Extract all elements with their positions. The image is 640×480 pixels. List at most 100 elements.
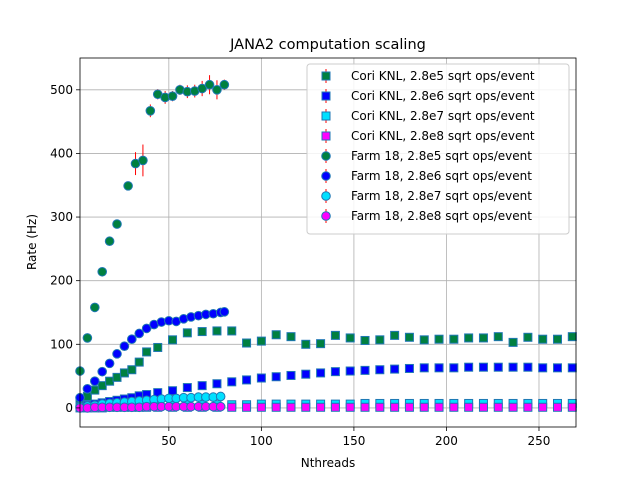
legend-entry-label: Farm 18, 2.8e7 sqrt ops/event xyxy=(351,189,532,203)
data-point-series-0 xyxy=(119,368,129,378)
data-point-series-1 xyxy=(375,365,385,375)
data-point-series-1 xyxy=(538,363,548,373)
data-point-series-4 xyxy=(123,181,133,191)
data-point-series-4 xyxy=(97,266,108,277)
data-point-series-7 xyxy=(215,401,226,412)
data-point-series-3 xyxy=(271,402,281,412)
data-point-series-0 xyxy=(345,333,355,343)
data-point-series-1 xyxy=(404,363,414,373)
data-point-series-0 xyxy=(508,337,518,347)
data-point-series-0 xyxy=(552,334,562,344)
legend-entry-label: Cori KNL, 2.8e6 sqrt ops/event xyxy=(351,89,535,103)
data-point-series-0 xyxy=(478,333,488,343)
data-point-series-4 xyxy=(219,79,230,90)
data-point-series-0 xyxy=(286,332,296,342)
data-point-series-3 xyxy=(449,402,459,412)
data-point-series-1 xyxy=(197,381,207,391)
data-point-series-1 xyxy=(493,362,503,372)
data-point-series-3 xyxy=(390,402,400,412)
data-point-series-1 xyxy=(360,365,370,375)
data-point-series-0 xyxy=(523,332,533,342)
data-point-series-3 xyxy=(493,402,503,412)
data-point-series-3 xyxy=(567,402,577,412)
data-point-series-0 xyxy=(227,326,237,336)
data-point-series-0 xyxy=(464,333,474,343)
data-point-series-0 xyxy=(390,330,400,340)
legend-entry-label: Cori KNL, 2.8e7 sqrt ops/event xyxy=(351,109,535,123)
data-point-series-3 xyxy=(552,402,562,412)
data-point-series-0 xyxy=(212,326,222,336)
legend-entry-label: Farm 18, 2.8e5 sqrt ops/event xyxy=(351,149,532,163)
data-point-series-1 xyxy=(168,386,178,396)
plot-frame xyxy=(79,57,577,428)
data-point-series-0 xyxy=(134,357,144,367)
data-point-series-3 xyxy=(434,402,444,412)
data-point-series-1 xyxy=(478,362,488,372)
x-tick-label: 50 xyxy=(161,434,176,448)
data-markers xyxy=(75,79,577,413)
data-point-series-1 xyxy=(330,367,340,377)
x-tick-label: 250 xyxy=(528,434,551,448)
x-axis-label: Nthreads xyxy=(301,456,356,470)
data-point-series-3 xyxy=(256,402,266,412)
data-point-series-3 xyxy=(345,402,355,412)
data-point-series-4 xyxy=(212,85,222,95)
data-point-series-1 xyxy=(464,362,474,372)
data-point-series-0 xyxy=(112,372,122,382)
data-point-series-5 xyxy=(219,307,230,317)
data-point-series-0 xyxy=(316,339,326,349)
data-point-series-3 xyxy=(227,402,237,412)
data-point-series-3 xyxy=(301,402,311,412)
data-point-series-1 xyxy=(508,362,518,372)
x-axis-ticks: 50 100 150 200 250 xyxy=(161,427,550,448)
legend-marker xyxy=(321,71,331,81)
data-point-series-0 xyxy=(449,334,459,344)
data-point-series-3 xyxy=(508,402,518,412)
y-axis-ticks: 0 100 200 300 400 500 xyxy=(50,83,80,415)
data-point-series-5 xyxy=(141,323,152,334)
data-point-series-5 xyxy=(112,349,122,359)
data-point-series-4 xyxy=(138,155,148,166)
data-point-series-3 xyxy=(419,402,429,412)
data-point-series-0 xyxy=(153,342,163,352)
data-point-series-1 xyxy=(316,368,326,378)
y-tick-label: 100 xyxy=(50,337,73,351)
data-point-series-1 xyxy=(182,383,192,393)
legend-marker xyxy=(321,211,331,221)
data-point-series-5 xyxy=(104,358,115,369)
data-point-series-0 xyxy=(168,335,178,345)
data-point-series-0 xyxy=(142,347,152,357)
data-point-series-4 xyxy=(90,302,100,313)
data-point-series-1 xyxy=(242,375,252,385)
data-point-series-1 xyxy=(256,373,266,383)
data-point-series-1 xyxy=(390,364,400,374)
legend-entry-label: Cori KNL, 2.8e8 sqrt ops/event xyxy=(351,129,535,143)
legend-entry-label: Farm 18, 2.8e8 sqrt ops/event xyxy=(351,209,532,223)
legend: Cori KNL, 2.8e5 sqrt ops/event Cori KNL, … xyxy=(306,63,570,235)
data-point-series-0 xyxy=(419,335,429,345)
data-point-series-4 xyxy=(145,106,156,116)
data-point-series-3 xyxy=(375,402,385,412)
data-point-series-0 xyxy=(404,332,414,342)
data-point-series-3 xyxy=(464,402,474,412)
legend-box xyxy=(306,63,570,235)
data-point-series-0 xyxy=(434,334,444,344)
y-tick-label: 400 xyxy=(50,146,73,160)
y-tick-label: 200 xyxy=(50,274,73,288)
data-point-series-3 xyxy=(523,402,533,412)
data-point-series-5 xyxy=(127,334,137,345)
data-point-series-1 xyxy=(523,362,533,372)
data-point-series-0 xyxy=(330,330,340,340)
data-point-series-0 xyxy=(271,330,281,340)
data-point-series-5 xyxy=(97,366,108,377)
y-axis-label: Rate (Hz) xyxy=(25,214,39,270)
data-point-series-0 xyxy=(538,334,548,344)
data-point-series-0 xyxy=(97,381,107,391)
legend-marker xyxy=(321,91,331,101)
x-tick-label: 100 xyxy=(250,434,273,448)
data-point-series-1 xyxy=(301,369,311,379)
data-point-series-3 xyxy=(360,402,370,412)
y-tick-label: 500 xyxy=(50,83,73,97)
data-point-series-3 xyxy=(538,402,548,412)
